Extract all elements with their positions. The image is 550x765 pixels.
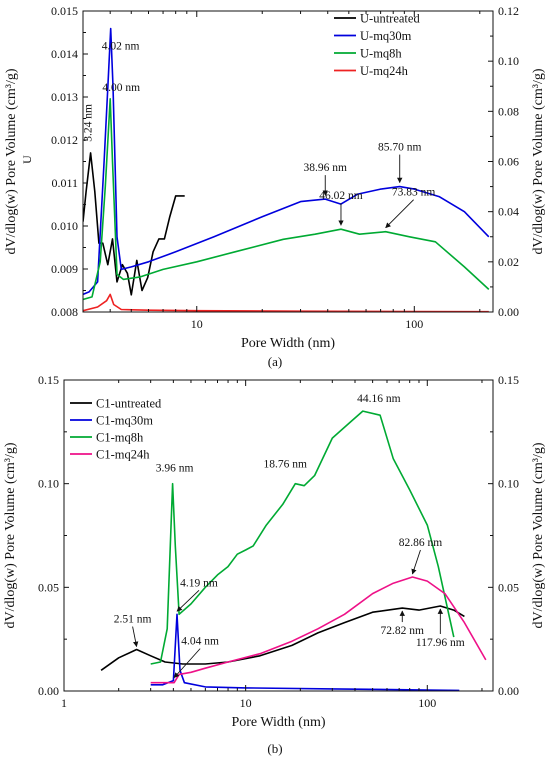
legend-entry: C1-mq30m — [96, 414, 153, 428]
annotation-label: 18.76 nm — [264, 459, 308, 471]
annotation-label: 117.96 nm — [416, 637, 465, 649]
x-tick-label: 100 — [405, 317, 423, 331]
annotation-label: 82.86 nm — [399, 537, 443, 549]
legend-entry: U-untreated — [360, 12, 420, 26]
y-tick-label-left: 0.008 — [51, 305, 78, 319]
chart-panel-b: 0.00 0.05 0.10 0.15 0.00 0.05 0.10 0.15 1 10 100 Po… — [3, 373, 546, 756]
x-axis-label: Pore Width (nm) — [241, 336, 335, 351]
annotation-label: 2.51 nm — [114, 614, 152, 626]
x-tick-label: 10 — [191, 317, 203, 331]
x-axis-label: Pore Width (nm) — [231, 715, 325, 730]
series-line-c1-untreated — [100, 605, 465, 671]
annotation-label: 4.19 nm — [180, 577, 218, 589]
y-tick-label-left: 0.015 — [51, 4, 78, 18]
annotation-label: 44.16 nm — [357, 393, 401, 405]
annotation-arrow — [176, 589, 200, 612]
annotation-label: 4.00 nm — [102, 82, 140, 94]
legend-entry: C1-mq8h — [96, 431, 144, 445]
legend-entry: U-mq8h — [360, 47, 402, 61]
y-tick-label-right: 0.08 — [498, 104, 519, 118]
series-line-u-mq30m — [83, 27, 490, 296]
series-line-u-mq24h — [83, 293, 489, 312]
y-axis-label-left: dV/dlog(w) Pore Volume (cm³/g) — [3, 442, 18, 628]
annotation-label: 72.82 nm — [381, 625, 425, 637]
x-tick-label: 100 — [418, 696, 436, 710]
annotation-label: 46.02 nm — [319, 190, 363, 202]
annotation-label: 3.96 nm — [156, 463, 194, 475]
annotation-label: 4.02 nm — [102, 41, 140, 53]
plot-frame — [82, 10, 494, 313]
y-tick-label-right: 0.10 — [498, 54, 519, 68]
y-axis-stray-label: U — [20, 155, 34, 164]
y-tick-label-right: 0.10 — [498, 477, 519, 491]
y-tick-label-right: 0.00 — [498, 305, 519, 319]
chart-panel-a: 0.008 0.009 0.010 0.011 0.012 0.013 0.014 0.015… — [4, 4, 546, 369]
y-tick-label-left: 0.10 — [38, 477, 59, 491]
annotation-arrow — [385, 199, 414, 229]
annotation-arrow — [411, 549, 421, 575]
legend-entry: C1-mq24h — [96, 448, 150, 462]
y-tick-label-left: 0.011 — [51, 176, 78, 190]
y-axis-label-left: dV/dlog(w) Pore Volume (cm³/g) — [4, 68, 19, 254]
y-tick-label-right: 0.04 — [498, 205, 519, 219]
annotation-label: 85.70 nm — [378, 142, 422, 154]
series-line-u-untreated — [83, 152, 185, 296]
y-tick-label-left: 0.009 — [51, 262, 78, 276]
y-tick-label-left: 0.014 — [51, 47, 78, 61]
y-axis-label-right: dV/dlog(w) Pore Volume (cm³/g) — [531, 68, 546, 254]
y-tick-label-right: 0.02 — [498, 255, 519, 269]
annotation-label: 3.24 nm — [83, 104, 95, 142]
y-tick-label-right: 0.00 — [498, 684, 519, 698]
y-tick-label-left: 0.012 — [51, 133, 78, 147]
y-tick-label-left: 0.00 — [38, 684, 59, 698]
series-line-u-mq8h — [83, 98, 490, 301]
y-axis-label-right: dV/dlog(w) Pore Volume (cm³/g) — [531, 442, 546, 628]
y-tick-label-right: 0.15 — [498, 373, 519, 387]
panel-caption: (a) — [268, 354, 282, 369]
legend-entry: C1-untreated — [96, 397, 162, 411]
legend-entry: U-mq30m — [360, 29, 412, 43]
series-group — [83, 27, 490, 312]
y-tick-label-left: 0.010 — [51, 219, 78, 233]
annotation-label: 73.83 nm — [392, 187, 436, 199]
y-tick-label-right: 0.06 — [498, 155, 519, 169]
panel-caption: (b) — [267, 741, 282, 756]
y-tick-label-right: 0.05 — [498, 580, 519, 594]
annotation-label: 38.96 nm — [304, 162, 348, 174]
annotation-arrow — [132, 626, 139, 648]
annotation-label: 4.04 nm — [181, 636, 219, 648]
series-line-c1-mq8h — [150, 410, 455, 665]
x-tick-label: 1 — [61, 696, 67, 710]
y-tick-label-right: 0.12 — [498, 4, 519, 18]
x-tick-label: 10 — [240, 696, 252, 710]
y-tick-label-left: 0.013 — [51, 90, 78, 104]
y-tick-label-left: 0.15 — [38, 373, 59, 387]
legend-entry: U-mq24h — [360, 64, 409, 78]
y-tick-label-left: 0.05 — [38, 580, 59, 594]
annotation-arrow — [173, 648, 201, 679]
